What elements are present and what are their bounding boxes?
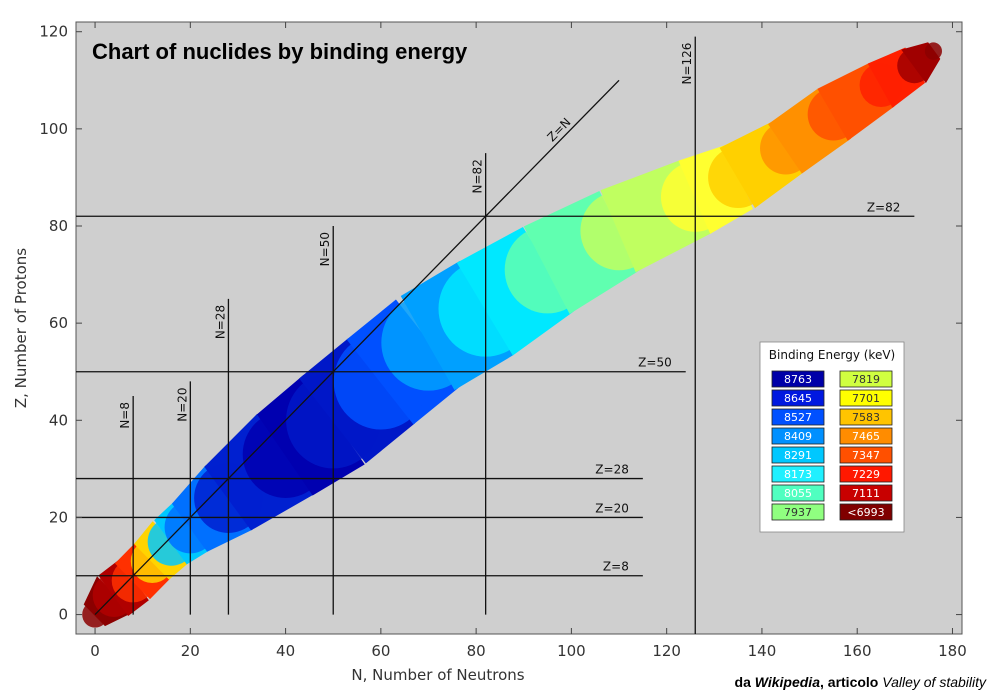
band-node-19 <box>897 48 932 84</box>
legend-swatch-8 <box>839 370 893 388</box>
legend-swatch-11 <box>839 427 893 445</box>
y-axis-label: Z, Number of Protons <box>12 248 30 408</box>
legend-label-9: 7701 <box>852 392 880 405</box>
legend-swatch-14 <box>839 484 893 502</box>
label-n-126: N=126 <box>680 43 694 85</box>
legend-label-6: 8055 <box>784 487 812 500</box>
legend-swatch-3 <box>771 427 825 445</box>
legend-swatch-2 <box>771 408 825 426</box>
legend-title: Binding Energy (keV) <box>769 348 895 362</box>
magic-number-lines: Z=NN=8 N=20N=28N=50N=82N=126Z=8Z=20Z=28Z=… <box>76 36 915 634</box>
y-tick-label-40: 40 <box>49 411 68 429</box>
band-node-17 <box>807 88 860 141</box>
y-tick-label-20: 20 <box>49 508 68 526</box>
label-z-28: Z=28 <box>595 463 629 477</box>
credit-middle: , articolo <box>820 674 879 690</box>
label-n-28: N=28 <box>213 305 227 339</box>
x-tick-label-20: 20 <box>181 642 200 660</box>
legend-label-7: 7937 <box>784 506 812 519</box>
legend-label-2: 8527 <box>784 411 812 424</box>
legend-swatch-10 <box>839 408 893 426</box>
label-z-8: Z=8 <box>603 560 629 574</box>
x-tick-label-180: 180 <box>938 642 967 660</box>
band-node-20 <box>924 42 942 60</box>
legend-label-14: 7111 <box>852 487 880 500</box>
y-tick-label-60: 60 <box>49 314 68 332</box>
label-z-20: Z=20 <box>595 501 629 515</box>
x-axis-label: N, Number of Neutrons <box>351 666 524 684</box>
axis-ticks: 0 20 40 60 80 100 120 140 160 180 0 20 40 60 80 100 120 <box>39 22 967 660</box>
legend-label-0: 8763 <box>784 373 812 386</box>
legend-swatch-4 <box>771 446 825 464</box>
label-n-20: N=20 <box>175 387 189 421</box>
legend-label-3: 8409 <box>784 430 812 443</box>
legend-swatch-1 <box>771 389 825 407</box>
legend-swatch-9 <box>839 389 893 407</box>
x-tick-label-100: 100 <box>557 642 586 660</box>
legend-swatch-6 <box>771 484 825 502</box>
x-tick-label-0: 0 <box>90 642 100 660</box>
legend-swatch-13 <box>839 465 893 483</box>
line-z-n <box>94 79 620 616</box>
band-node-13 <box>580 191 658 271</box>
legend-label-11: 7465 <box>852 430 880 443</box>
legend-label-4: 8291 <box>784 449 812 462</box>
label-z-50: Z=50 <box>638 356 672 370</box>
credit-article: Valley of stability <box>882 674 986 690</box>
y-tick-label-80: 80 <box>49 217 68 235</box>
y-tick-label-0: 0 <box>58 606 68 624</box>
credit-source: Wikipedia <box>754 674 820 690</box>
legend-label-12: 7347 <box>852 449 880 462</box>
legend-label-10: 7583 <box>852 411 880 424</box>
x-tick-label-120: 120 <box>652 642 681 660</box>
x-tick-label-80: 80 <box>467 642 486 660</box>
label-z-82: Z=82 <box>867 200 901 214</box>
legend-swatch-5 <box>771 465 825 483</box>
x-tick-label-160: 160 <box>843 642 872 660</box>
band-node-18 <box>859 63 903 107</box>
band-node-12 <box>504 226 591 314</box>
legend-swatch-12 <box>839 446 893 464</box>
x-tick-label-60: 60 <box>371 642 390 660</box>
label-n-50: N=50 <box>318 232 332 266</box>
band-node-15 <box>708 146 769 209</box>
y-tick-label-100: 100 <box>39 120 68 138</box>
legend-label-1: 8645 <box>784 392 812 405</box>
chart-title: Chart of nuclides by binding energy <box>92 39 468 64</box>
legend-label-5: 8173 <box>784 468 812 481</box>
legend-swatch-15 <box>839 503 893 521</box>
x-tick-label-140: 140 <box>748 642 777 660</box>
legend-label-8: 7819 <box>852 373 880 386</box>
credit-prefix: da <box>734 674 751 690</box>
legend-label-15: <6993 <box>847 506 884 519</box>
legend-label-13: 7229 <box>852 468 880 481</box>
source-credit: da Wikipedia, articolo Valley of stabili… <box>735 674 986 690</box>
legend-swatch-7 <box>771 503 825 521</box>
y-tick-label-120: 120 <box>39 23 68 41</box>
x-tick-label-40: 40 <box>276 642 295 660</box>
band-node-16 <box>760 122 812 175</box>
legend: Binding Energy (keV) 8763 8645 8527 8409 8291… <box>759 341 905 533</box>
legend-swatch-0 <box>771 370 825 388</box>
label-n-82: N=82 <box>471 159 485 193</box>
label-n-8: N=8 <box>118 402 132 429</box>
